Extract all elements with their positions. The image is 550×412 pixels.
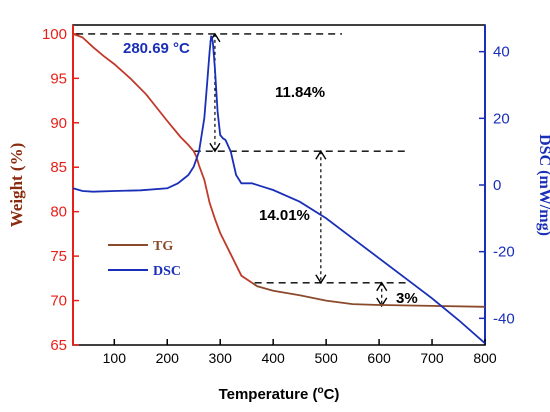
left-tick-label: 70 [50,293,67,310]
left-tick-label: 90 [50,115,67,132]
right-tick-label: 20 [493,110,510,127]
x-axis-label-tail: C) [324,386,340,403]
bottom-tick-label: 200 [156,350,180,366]
right-tick-label: -20 [493,244,515,261]
right-tick-label: 40 [493,44,510,61]
left-tick-label: 75 [50,248,67,265]
peak-temperature-label: 280.69 °C [123,40,190,57]
legend-tg-label: TG [153,239,173,254]
y-axis-left-label: Weight (%) [7,143,26,228]
plot-frame [72,24,486,346]
x-axis-label-main: Temperature ( [219,386,318,403]
series-tg-line [72,33,253,284]
left-tick-label: 100 [42,26,67,43]
bottom-tick-label: 300 [209,350,233,366]
mass-loss-2-label: 14.01% [259,207,310,224]
mass-loss-1-label: 11.84% [275,84,325,101]
legend-dsc-label: DSC [153,264,181,279]
left-axis: 65 70 75 80 85 90 95 100 [42,25,79,354]
bottom-tick-label: 800 [473,350,497,366]
series-dsc-line [72,35,486,344]
left-tick-label: 95 [50,70,67,87]
bottom-tick-label: 400 [261,350,285,366]
y-axis-right-label: DSC (mW/mg) [536,134,550,236]
left-tick-label: 65 [50,337,67,354]
mass-loss-3-label: 3% [396,290,418,307]
left-tick-label: 80 [50,204,67,221]
left-tick-label: 85 [50,159,67,176]
arrow-head-3-up [376,281,388,292]
bottom-tick-label: 700 [420,350,444,366]
grid-and-frame [72,24,486,346]
arrow-head-2-up [315,149,327,160]
bottom-tick-label: 600 [367,350,391,366]
annotation-lines [76,32,406,308]
series-tg-tail-line [251,282,486,308]
x-axis-label: Temperature (oC) [219,385,340,403]
right-tick-label: 0 [493,177,501,194]
legend: TG DSC [108,239,181,279]
bottom-axis: 100 200 300 400 500 600 700 800 [103,339,497,366]
right-axis: -40 -20 0 20 40 [479,25,515,345]
x-axis-label-degree: o [317,385,323,396]
arrow-head-1-down [209,142,221,153]
bottom-tick-label: 500 [314,350,338,366]
bottom-tick-label: 100 [103,350,127,366]
arrow-head-2-down [315,274,327,285]
right-tick-label: -40 [493,310,515,327]
